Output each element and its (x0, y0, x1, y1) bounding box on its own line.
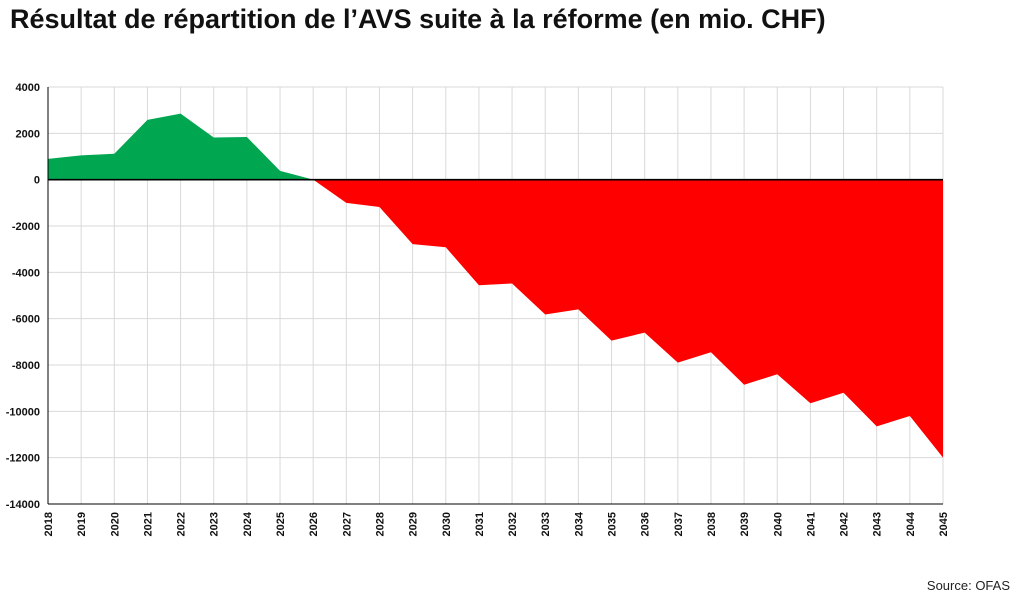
area-series (48, 113, 943, 458)
x-tick-label: 2031 (474, 512, 486, 536)
axes (47, 87, 943, 505)
x-tick-label: 2038 (706, 512, 718, 536)
x-tick-label: 2023 (209, 512, 221, 536)
x-tick-label: 2035 (607, 512, 619, 536)
x-tick-label: 2027 (341, 512, 353, 536)
x-tick-label: 2040 (772, 512, 784, 536)
x-tick-label: 2033 (540, 512, 552, 536)
x-tick-label: 2045 (938, 512, 950, 536)
negative-area (48, 179, 943, 458)
x-tick-label: 2026 (308, 512, 320, 536)
x-tick-label: 2021 (142, 512, 154, 536)
x-tick-label: 2036 (640, 512, 652, 536)
y-tick-label: -8000 (12, 360, 40, 372)
y-tick-label: -14000 (6, 499, 40, 511)
y-tick-labels: 4000 2000 0 -2000 -4000 -6000 -8000 -10000 -1200… (6, 82, 40, 511)
x-tick-label: 2032 (507, 512, 519, 536)
y-tick-label: -6000 (12, 314, 40, 326)
x-tick-label: 2042 (839, 512, 851, 536)
x-tick-label: 2024 (242, 511, 254, 536)
x-tick-label: 2044 (905, 511, 917, 536)
x-tick-label: 2019 (76, 512, 88, 536)
y-tick-label: -12000 (6, 453, 40, 465)
source-note: Source: OFAS (926, 578, 1010, 593)
x-tick-label: 2034 (573, 511, 585, 536)
positive-area (48, 113, 943, 180)
x-tick-label: 2029 (408, 512, 420, 536)
x-tick-label: 2022 (176, 512, 188, 536)
x-tick-label: 2020 (109, 512, 121, 536)
y-tick-label: -4000 (12, 267, 40, 279)
y-tick-label: 2000 (16, 128, 40, 140)
chart-title: Résultat de répartition de l’AVS suite à… (10, 4, 826, 34)
y-tick-label: -10000 (6, 406, 40, 418)
x-tick-label: 2041 (805, 512, 817, 536)
x-tick-label: 2039 (739, 512, 751, 536)
x-tick-label: 2028 (374, 512, 386, 536)
x-tick-label: 2030 (441, 512, 453, 536)
x-tick-labels: 2018 2019 2020 2021 2022 2023 2024 2025 2026 2027… (43, 511, 950, 536)
x-tick-label: 2037 (673, 512, 685, 536)
x-tick-label: 2043 (872, 512, 884, 536)
x-tick-label: 2025 (275, 512, 287, 536)
x-tick-label: 2018 (43, 512, 55, 536)
y-tick-label: 0 (34, 175, 40, 187)
y-tick-label: 4000 (16, 82, 40, 94)
y-tick-label: -2000 (12, 221, 40, 233)
